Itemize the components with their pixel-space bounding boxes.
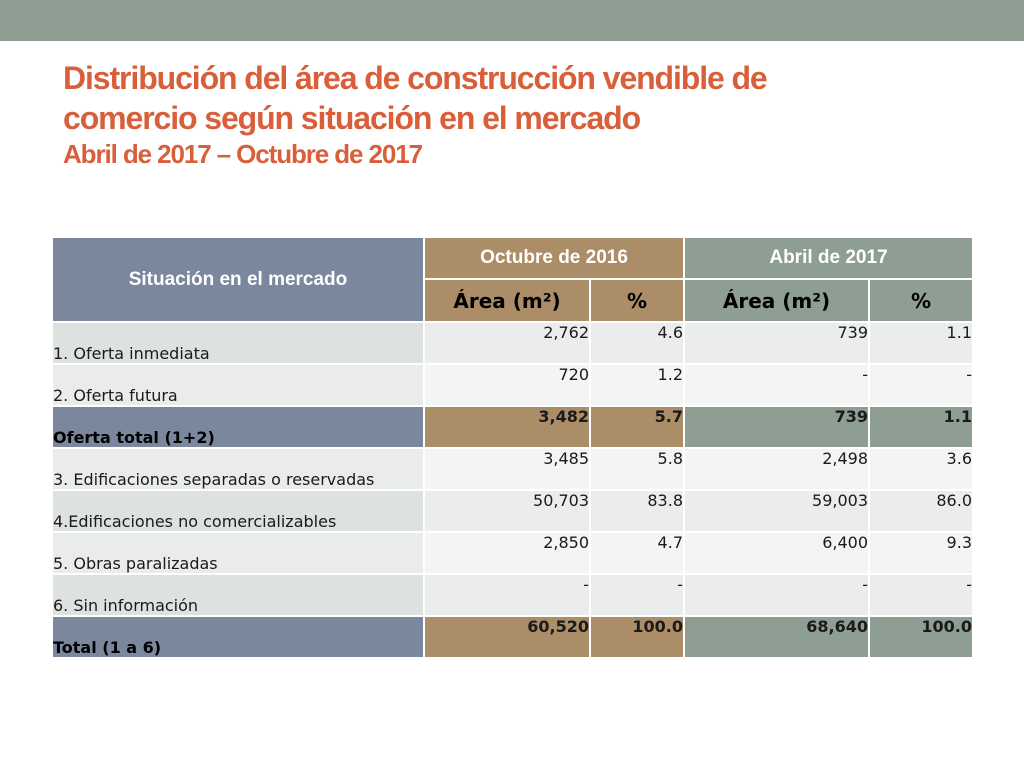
area-apr-2017: 6,400: [683, 531, 870, 575]
header-row-columns: Área (m²) % Área (m²) %: [52, 278, 974, 323]
header-period-oct-2016: Octubre de 2016: [423, 236, 685, 280]
pct-apr-2017: 3.6: [868, 447, 974, 491]
title-line-2: comercio según situación en el mercado: [63, 100, 641, 136]
pct-oct-2016: 100.0: [589, 615, 685, 659]
market-situation-table: Situación en el mercado Octubre de 2016 …: [51, 236, 974, 659]
header-period-apr-2017: Abril de 2017: [683, 236, 974, 280]
pct-oct-2016: 4.7: [589, 531, 685, 575]
pct-oct-2016: 83.8: [589, 489, 685, 533]
row-label: Total (1 a 6): [51, 615, 425, 659]
header-area-period2: Área (m²): [683, 278, 870, 323]
table-row: 3. Edificaciones separadas o reservadas …: [51, 447, 974, 491]
slide-title: Distribución del área de construcción ve…: [63, 58, 983, 170]
area-apr-2017: 59,003: [683, 489, 870, 533]
pct-apr-2017: 1.1: [868, 321, 974, 365]
header-pct-period2: %: [868, 278, 974, 323]
area-apr-2017: -: [683, 363, 870, 407]
table-body: Situación en el mercado Octubre de 2016 …: [51, 236, 974, 659]
header-situacion: Situación en el mercado: [51, 236, 425, 323]
pct-apr-2017: 100.0: [868, 615, 974, 659]
pct-oct-2016: 1.2: [589, 363, 685, 407]
top-accent-bar: [0, 0, 1024, 41]
slide-subtitle: Abril de 2017 – Octubre de 2017: [63, 139, 423, 169]
area-apr-2017: 739: [683, 405, 870, 449]
area-oct-2016: -: [423, 573, 591, 617]
area-apr-2017: -: [683, 573, 870, 617]
pct-oct-2016: 5.8: [589, 447, 685, 491]
table-row: 5. Obras paralizadas 2,850 4.7 6,400 9.3: [51, 531, 974, 575]
table-row: 2. Oferta futura 720 1.2 - -: [51, 363, 974, 407]
area-oct-2016: 60,520: [423, 615, 591, 659]
area-oct-2016: 2,850: [423, 531, 591, 575]
area-oct-2016: 720: [423, 363, 591, 407]
row-label: 1. Oferta inmediata: [51, 321, 425, 365]
header-row-periods: Situación en el mercado Octubre de 2016 …: [51, 236, 974, 323]
subtotal-row: Oferta total (1+2) 3,482 5.7 739 1.1: [51, 405, 974, 449]
area-oct-2016: 3,485: [423, 447, 591, 491]
row-label: 5. Obras paralizadas: [51, 531, 425, 575]
pct-apr-2017: -: [868, 363, 974, 407]
row-label: 4.Edificaciones no comercializables: [51, 489, 425, 533]
area-apr-2017: 739: [683, 321, 870, 365]
area-apr-2017: 2,498: [683, 447, 870, 491]
area-oct-2016: 50,703: [423, 489, 591, 533]
table-row: 4.Edificaciones no comercializables 50,7…: [51, 489, 974, 533]
row-label: 3. Edificaciones separadas o reservadas: [51, 447, 425, 491]
header-pct-period1: %: [589, 278, 685, 323]
header-area-period1: Área (m²): [423, 278, 591, 323]
pct-apr-2017: 1.1: [868, 405, 974, 449]
area-apr-2017: 68,640: [683, 615, 870, 659]
row-label: Oferta total (1+2): [51, 405, 425, 449]
area-oct-2016: 3,482: [423, 405, 591, 449]
table-row: 6. Sin información - - - -: [51, 573, 974, 617]
pct-oct-2016: -: [589, 573, 685, 617]
row-label: 6. Sin información: [51, 573, 425, 617]
table-row: 1. Oferta inmediata 2,762 4.6 739 1.1: [51, 321, 974, 365]
row-label: 2. Oferta futura: [51, 363, 425, 407]
title-line-1: Distribución del área de construcción ve…: [63, 60, 768, 96]
total-row: Total (1 a 6) 60,520 100.0 68,640 100.0: [51, 615, 974, 659]
pct-apr-2017: 9.3: [868, 531, 974, 575]
pct-apr-2017: 86.0: [868, 489, 974, 533]
area-oct-2016: 2,762: [423, 321, 591, 365]
pct-oct-2016: 4.6: [589, 321, 685, 365]
pct-apr-2017: -: [868, 573, 974, 617]
pct-oct-2016: 5.7: [589, 405, 685, 449]
